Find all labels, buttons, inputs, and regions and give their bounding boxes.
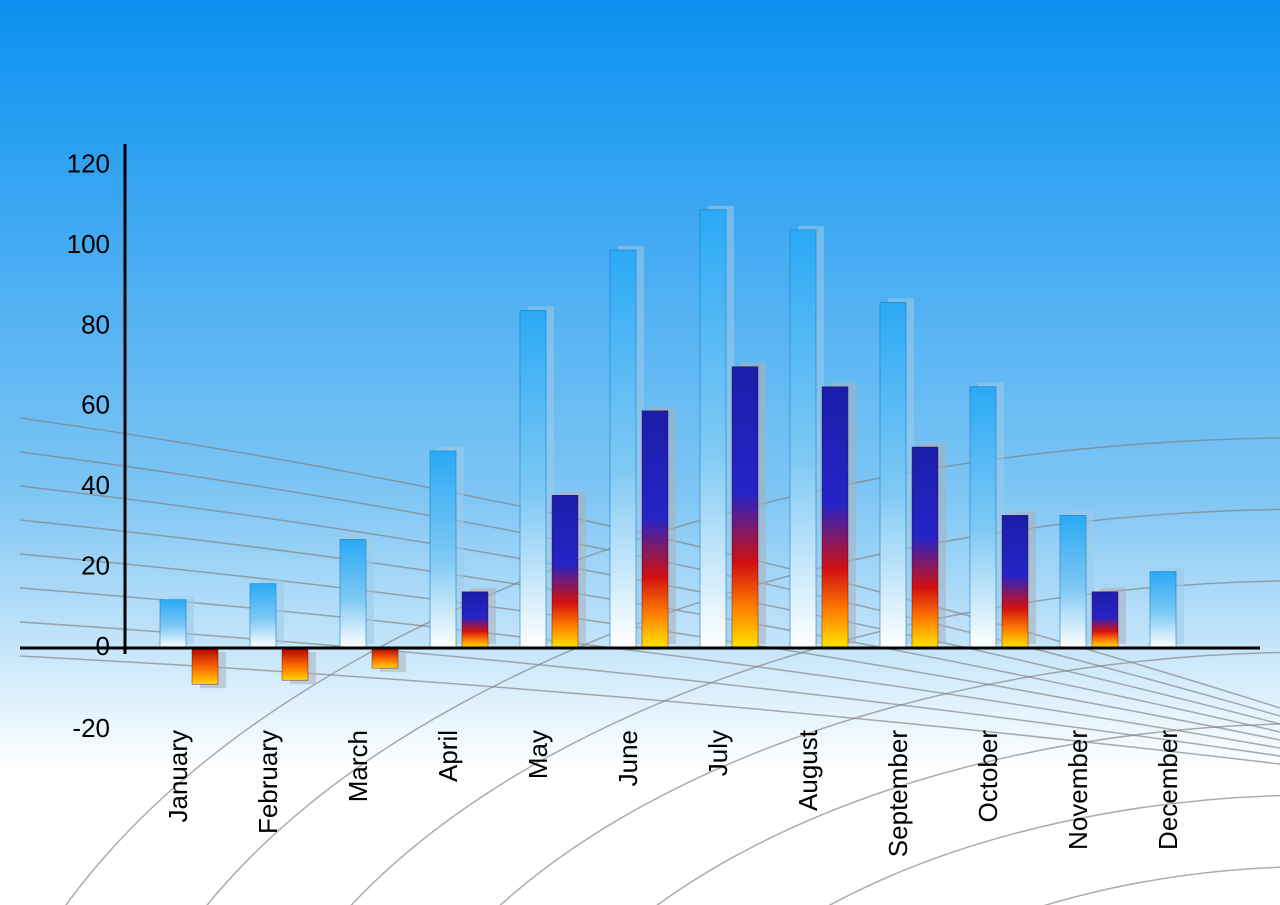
bar-series-b xyxy=(1092,592,1118,648)
bar-series-b xyxy=(732,367,758,648)
bar-series-a xyxy=(430,451,456,648)
y-tick-label: -20 xyxy=(72,713,110,743)
bar-series-a xyxy=(880,302,906,648)
bar-series-b xyxy=(822,387,848,648)
bar-series-b xyxy=(1002,515,1028,648)
bar-series-a xyxy=(970,387,996,648)
bar-series-b xyxy=(462,592,488,648)
y-tick-label: 100 xyxy=(67,229,110,259)
bar-series-a xyxy=(700,210,726,648)
bar-series-b xyxy=(642,411,668,648)
bar-series-a xyxy=(610,250,636,648)
y-tick-label: 0 xyxy=(96,631,110,661)
chart-stage: -20 0 20 40 60 80 100 120 January February March A… xyxy=(0,0,1280,905)
x-category-label: April xyxy=(433,730,463,782)
y-tick-label: 20 xyxy=(81,550,110,580)
bar-series-a xyxy=(520,310,546,648)
bar-series-b xyxy=(192,648,218,684)
x-category-label: June xyxy=(613,730,643,786)
x-category-label: November xyxy=(1063,730,1093,850)
x-category-label: October xyxy=(973,730,1003,823)
bar-series-a xyxy=(250,584,276,648)
chart-svg: -20 0 20 40 60 80 100 120 January February March A… xyxy=(0,0,1280,905)
y-tick-label: 40 xyxy=(81,470,110,500)
bar-series-b xyxy=(912,447,938,648)
x-category-label: March xyxy=(343,730,373,802)
bar-series-b xyxy=(552,495,578,648)
bar-series-a xyxy=(790,230,816,648)
y-tick-label: 60 xyxy=(81,390,110,420)
y-tick-label: 120 xyxy=(67,148,110,178)
x-category-label: July xyxy=(703,730,733,776)
bar-series-a xyxy=(340,539,366,648)
y-tick-label: 80 xyxy=(81,309,110,339)
x-category-label: August xyxy=(793,729,823,811)
bar-series-b xyxy=(372,648,398,668)
x-category-label: May xyxy=(523,730,553,779)
bar-series-a xyxy=(1150,572,1176,648)
x-category-label: December xyxy=(1153,730,1183,850)
bar-series-b xyxy=(282,648,308,680)
x-category-label: September xyxy=(883,730,913,858)
x-category-label: February xyxy=(253,730,283,834)
x-category-label: January xyxy=(163,730,193,823)
bar-series-a xyxy=(160,600,186,648)
bar-series-a xyxy=(1060,515,1086,648)
